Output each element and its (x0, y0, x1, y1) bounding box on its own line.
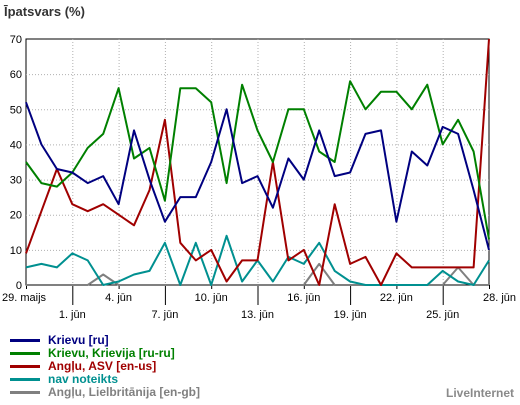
chart-title: Īpatsvars (%) (4, 4, 85, 19)
liveinternet-logo[interactable]: LiveInternet (445, 386, 514, 400)
legend-swatch (10, 378, 40, 381)
legend-swatch (10, 352, 40, 355)
x-tick-label: 28. jūn (483, 292, 516, 304)
x-tick-label: 13. jūn (241, 309, 274, 321)
x-tick-label: 1. jūn (59, 309, 86, 321)
y-tick-label: 70 (10, 34, 22, 46)
legend-item[interactable]: Krievu, Krievija [ru-ru] (10, 346, 310, 360)
y-tick-label: 60 (10, 69, 22, 81)
y-tick-labels: 0 10 20 30 40 50 60 70 (10, 34, 22, 292)
x-tick-label: 29. maijs (2, 292, 47, 304)
x-tick-labels: 29. maijs 1. jūn 4. jūn 7. jūn 10. jūn 13. jū… (2, 292, 516, 321)
y-tick-label: 0 (16, 280, 22, 292)
chart-plot: 0 10 20 30 40 50 60 70 29. maijs 1. jūn 4. jūn 7. … (2, 34, 516, 321)
y-tick-label: 50 (10, 104, 22, 116)
x-tick-label: 22. jūn (380, 292, 413, 304)
x-tick-label: 19. jūn (334, 309, 367, 321)
legend-label: Krievu [ru] (48, 333, 109, 347)
legend-label: Angļu, ASV [en-us] (48, 359, 157, 373)
y-tick-label: 20 (10, 210, 22, 222)
legend-label: Krievu, Krievija [ru-ru] (48, 346, 175, 360)
legend-item[interactable]: Angļu, Lielbritānija [en-gb] (10, 385, 310, 399)
series-line (25, 38, 490, 286)
x-tick-label: 4. jūn (105, 292, 132, 304)
grid-layer (25, 38, 490, 286)
x-tick-label: 7. jūn (151, 309, 178, 321)
legend-swatch (10, 339, 40, 342)
y-tick-label: 40 (10, 139, 22, 151)
legend: Krievu [ru] Krievu, Krievija [ru-ru] Ang… (10, 333, 310, 399)
legend-label: nav noteikts (48, 372, 119, 386)
x-tick-label: 16. jūn (287, 292, 320, 304)
legend-item[interactable]: nav noteikts (10, 372, 310, 386)
x-tick-label: 25. jūn (426, 309, 459, 321)
y-tick-label: 10 (10, 245, 22, 257)
series-layer (25, 38, 490, 286)
legend-swatch (10, 391, 40, 394)
legend-item[interactable]: Angļu, ASV [en-us] (10, 359, 310, 373)
series-line (25, 101, 490, 251)
x-tick-label: 10. jūn (195, 292, 228, 304)
legend-item[interactable]: Krievu [ru] (10, 333, 310, 347)
series-line (25, 80, 490, 240)
legend-swatch (10, 365, 40, 368)
legend-label: Angļu, Lielbritānija [en-gb] (48, 385, 200, 399)
y-tick-label: 30 (10, 175, 22, 187)
axis-layer (26, 285, 490, 305)
